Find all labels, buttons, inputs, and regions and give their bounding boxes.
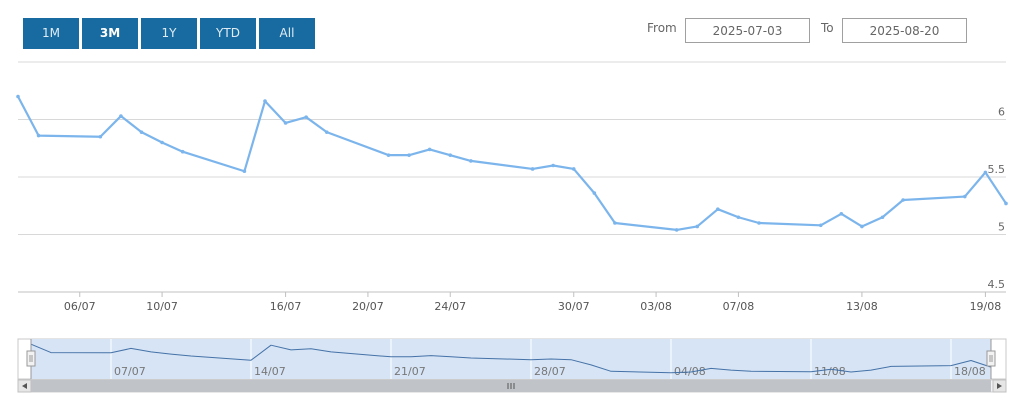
x-tick-label: 10/07 — [146, 300, 178, 313]
arrow-left-icon — [22, 383, 27, 389]
data-point — [674, 228, 679, 232]
data-point — [839, 212, 844, 216]
from-date-input[interactable]: 2025-07-03 — [685, 18, 810, 43]
data-point — [757, 221, 761, 225]
data-point — [530, 167, 535, 171]
range-button-1m[interactable]: 1M — [23, 18, 79, 49]
data-point — [983, 170, 988, 175]
data-point — [571, 167, 576, 171]
data-point — [963, 194, 967, 199]
data-point — [695, 224, 700, 229]
data-point — [1004, 201, 1008, 206]
data-point — [880, 215, 885, 220]
data-point — [818, 223, 823, 228]
series-line — [17, 95, 1007, 231]
navigator-tick-label: 18/08 — [954, 365, 986, 378]
x-tick-label: 30/07 — [558, 300, 590, 313]
navigator-handle-left[interactable] — [26, 350, 36, 367]
data-point — [304, 115, 308, 119]
arrow-right-icon — [997, 383, 1002, 389]
data-point — [407, 153, 411, 157]
x-tick-label: 16/07 — [270, 300, 302, 313]
from-label: From — [647, 21, 677, 35]
data-point — [613, 221, 617, 225]
x-tick-label: 19/08 — [970, 300, 1002, 313]
data-point — [716, 207, 720, 211]
data-point — [901, 198, 905, 202]
data-point — [242, 169, 247, 174]
data-point — [551, 163, 555, 168]
navigator-tick-label: 11/08 — [814, 365, 846, 378]
range-button-3m[interactable]: 3M — [82, 18, 138, 49]
navigator-tick-label: 28/07 — [534, 365, 566, 378]
data-point — [36, 133, 41, 138]
navigator-series — [30, 343, 992, 374]
navigator-tick-label: 14/07 — [254, 365, 286, 378]
data-point — [469, 159, 473, 163]
x-tick-label: 13/08 — [846, 300, 878, 313]
navigator-tick-label: 21/07 — [394, 365, 426, 378]
range-button-1y[interactable]: 1Y — [141, 18, 197, 49]
data-point — [139, 130, 144, 134]
data-point — [448, 153, 453, 157]
to-date-input[interactable]: 2025-08-20 — [842, 18, 967, 43]
x-tick-label: 07/08 — [723, 300, 755, 313]
data-point — [283, 121, 288, 125]
data-point — [119, 114, 123, 118]
x-tick-label: 06/07 — [64, 300, 96, 313]
data-point — [427, 147, 432, 152]
navigator-tick-label: 07/07 — [114, 365, 146, 378]
range-button-all[interactable]: All — [259, 18, 315, 49]
x-tick-label: 20/07 — [352, 300, 384, 313]
data-point — [263, 99, 267, 103]
data-point — [386, 153, 391, 157]
navigator-tick-label: 04/08 — [674, 365, 706, 378]
y-tick-label: 5 — [998, 221, 1005, 234]
navigator-handle-right[interactable] — [986, 350, 996, 367]
data-point — [98, 134, 103, 139]
data-point — [160, 140, 164, 145]
x-tick-label: 03/08 — [640, 300, 672, 313]
data-point — [592, 191, 597, 195]
range-button-ytd[interactable]: YTD — [200, 18, 256, 49]
to-label: To — [821, 21, 834, 35]
y-tick-label: 6 — [998, 106, 1005, 119]
data-point — [16, 94, 20, 99]
data-point — [180, 149, 185, 154]
y-tick-label: 5.5 — [988, 163, 1006, 176]
y-tick-label: 4.5 — [988, 278, 1006, 291]
data-point — [324, 130, 329, 134]
data-point — [736, 215, 741, 220]
data-point — [860, 224, 864, 229]
x-tick-label: 24/07 — [434, 300, 466, 313]
